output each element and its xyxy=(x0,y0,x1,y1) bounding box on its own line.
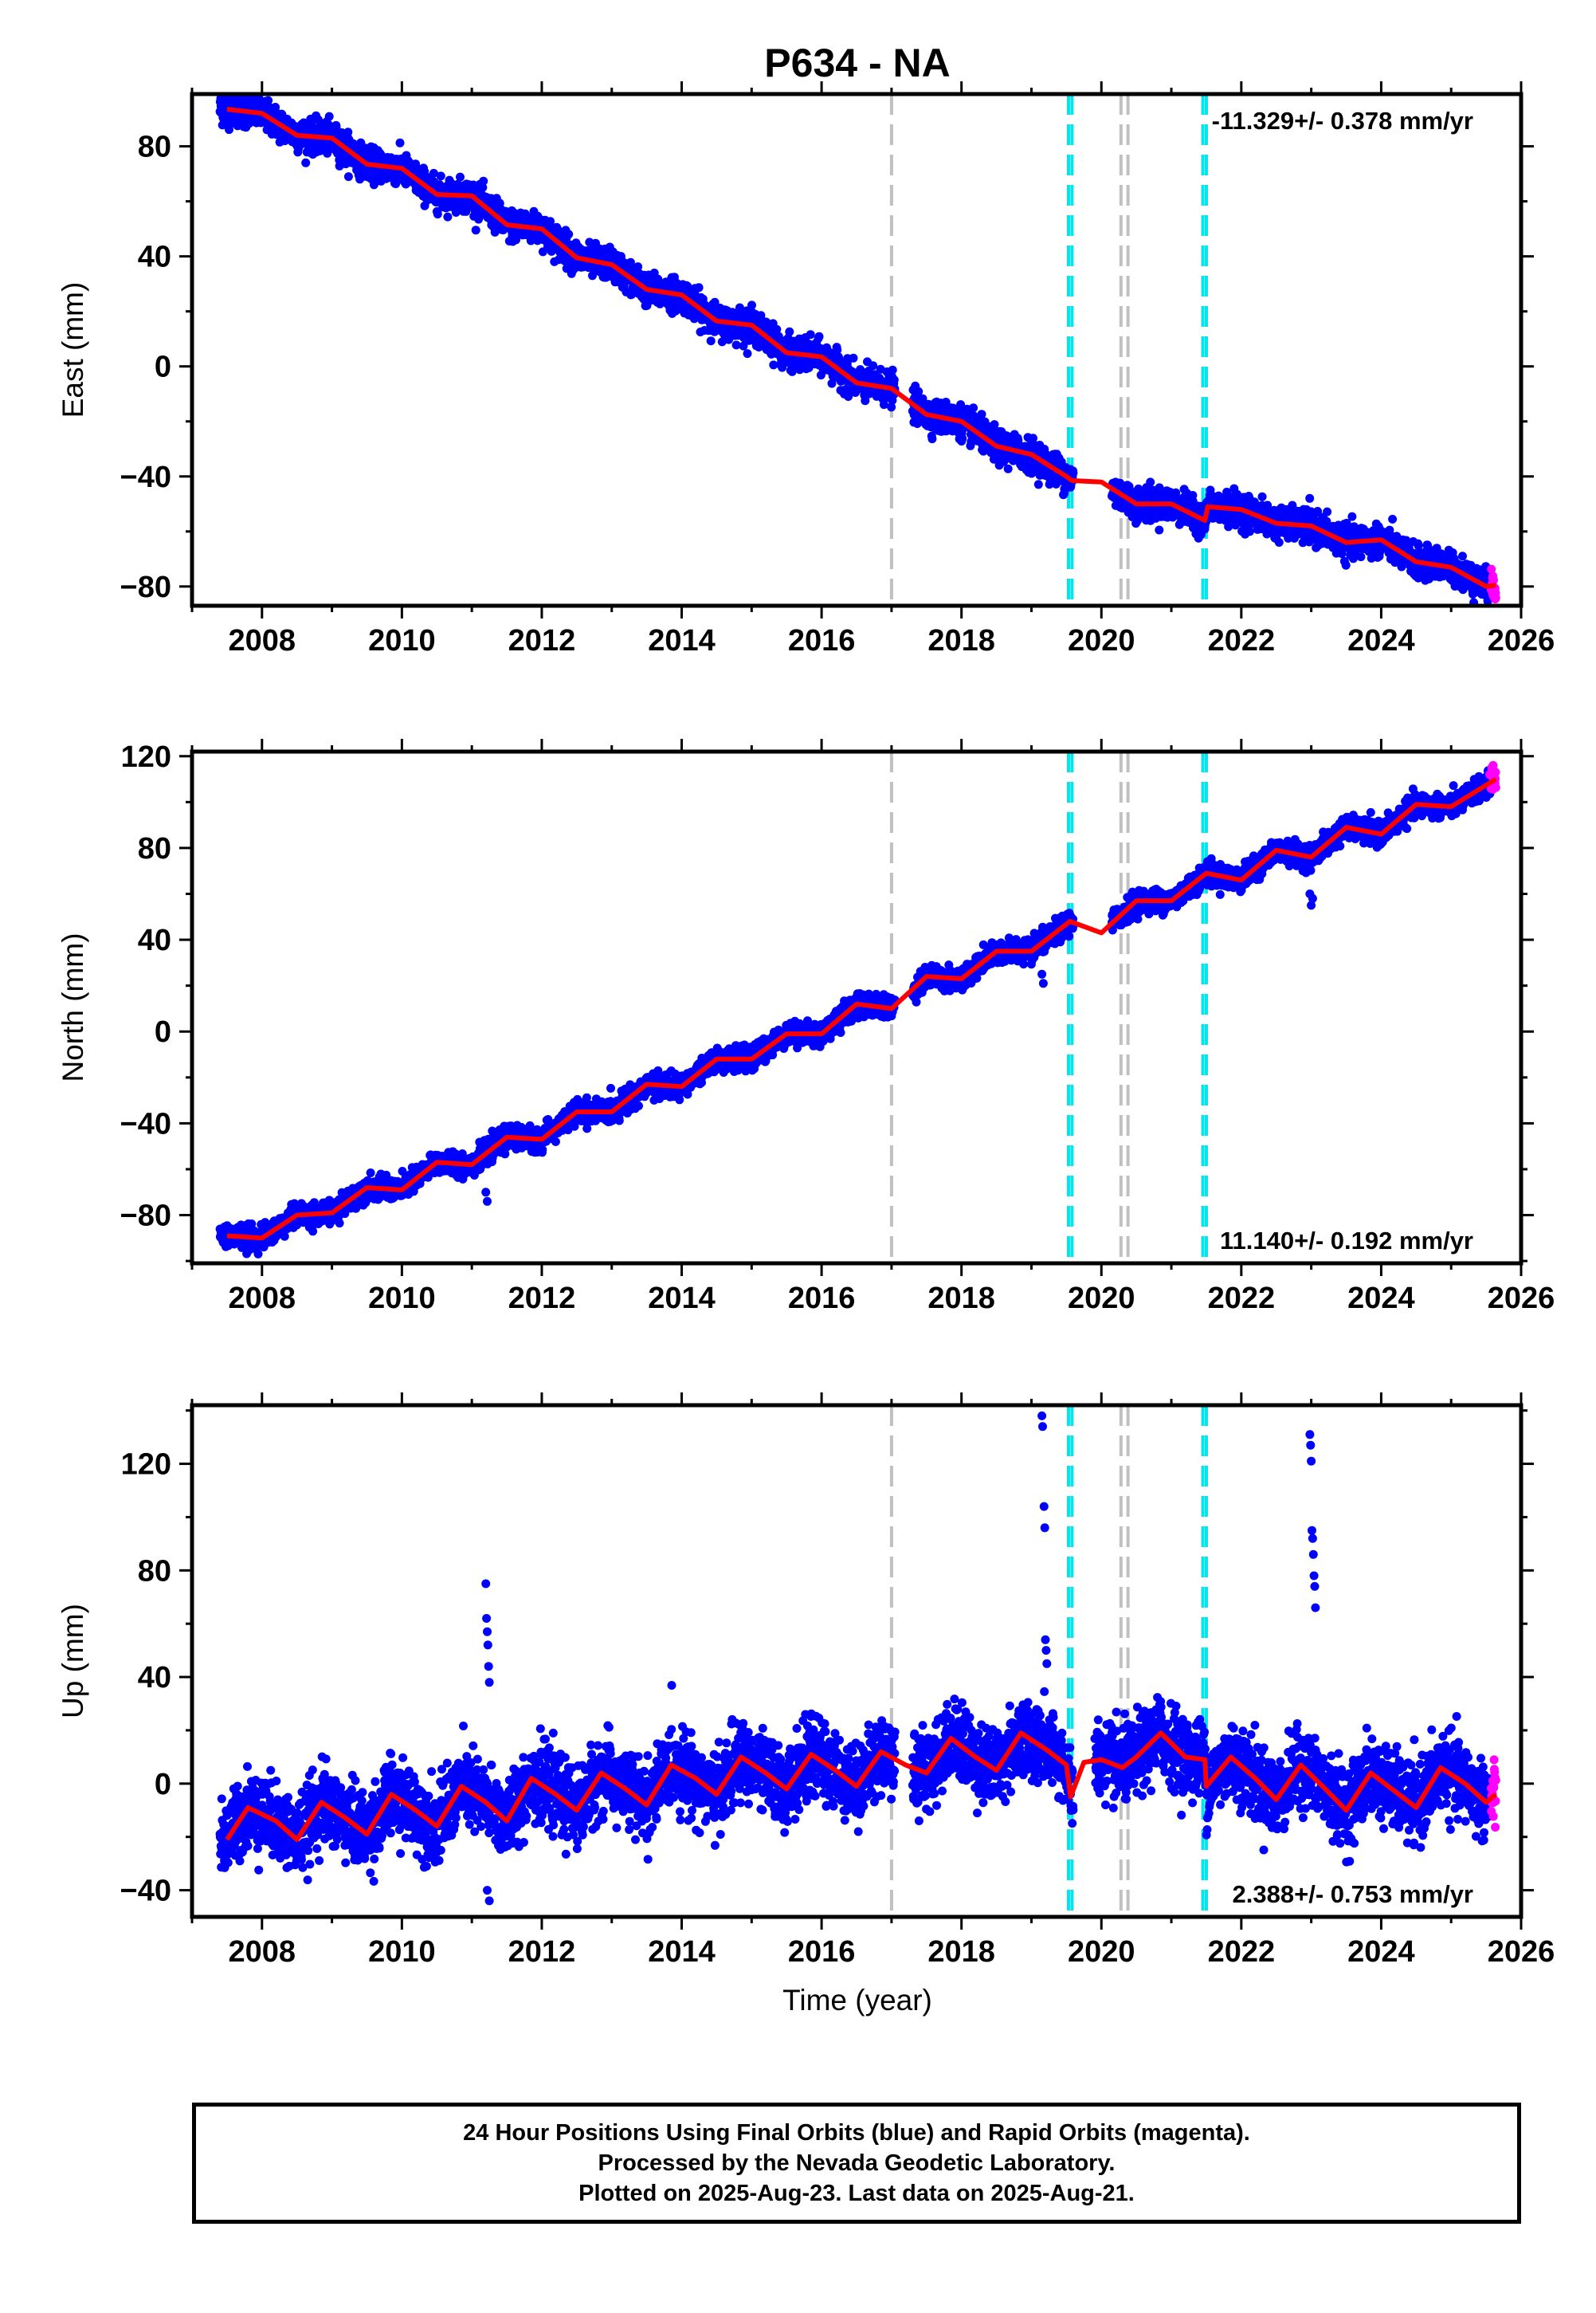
final-orbit-point xyxy=(343,172,353,182)
final-orbit-point xyxy=(443,212,453,222)
final-orbit-point xyxy=(927,434,937,444)
final-orbit-point xyxy=(1323,507,1332,516)
final-orbit-point xyxy=(1305,493,1315,503)
rapid-orbit-point xyxy=(1491,593,1500,603)
final-orbit-point xyxy=(1033,480,1043,489)
final-orbit-point xyxy=(1341,560,1351,570)
final-orbit-point xyxy=(395,138,405,147)
final-orbit-point xyxy=(1414,541,1423,551)
final-orbit-point xyxy=(301,158,311,167)
final-orbit-point xyxy=(1146,477,1155,487)
final-orbit-point xyxy=(969,403,978,413)
final-orbit-point xyxy=(343,128,353,137)
final-orbit-point xyxy=(1155,525,1164,535)
final-orbit-point xyxy=(1003,464,1013,473)
final-orbit-point xyxy=(1257,492,1267,501)
final-orbit-point xyxy=(743,349,752,359)
final-orbit-point xyxy=(433,210,442,219)
final-orbit-point xyxy=(324,112,334,121)
final-orbit-point xyxy=(849,353,858,363)
final-orbit-point xyxy=(1274,538,1284,547)
data-points xyxy=(215,92,1500,607)
final-orbit-point xyxy=(471,226,480,235)
final-orbit-point xyxy=(1245,527,1254,536)
final-orbit-point xyxy=(706,336,716,346)
final-orbit-point xyxy=(564,230,574,239)
final-orbit-point xyxy=(694,283,704,293)
final-orbit-point xyxy=(1458,552,1467,561)
final-orbit-point xyxy=(456,172,465,182)
final-orbit-point xyxy=(271,103,280,112)
final-orbit-point xyxy=(806,330,815,340)
final-orbit-point xyxy=(479,176,488,186)
final-orbit-point xyxy=(977,410,986,419)
final-orbit-point xyxy=(888,365,897,375)
final-orbit-point xyxy=(264,96,273,105)
final-orbit-point xyxy=(814,332,824,341)
final-orbit-point xyxy=(1347,512,1357,521)
final-orbit-point xyxy=(436,171,445,181)
final-orbit-point xyxy=(785,327,794,336)
figure-title: P634 - NA xyxy=(764,41,950,85)
final-orbit-point xyxy=(1356,552,1366,562)
final-orbit-point xyxy=(889,375,899,385)
final-orbit-point xyxy=(1388,514,1398,524)
final-orbit-point xyxy=(869,361,878,371)
panel-east: 2008 2010 2012 2014 2016 2018 2020 2022 2024 2026… xyxy=(57,81,1555,658)
final-orbit-point xyxy=(958,434,967,443)
final-orbit-point xyxy=(1069,468,1078,477)
